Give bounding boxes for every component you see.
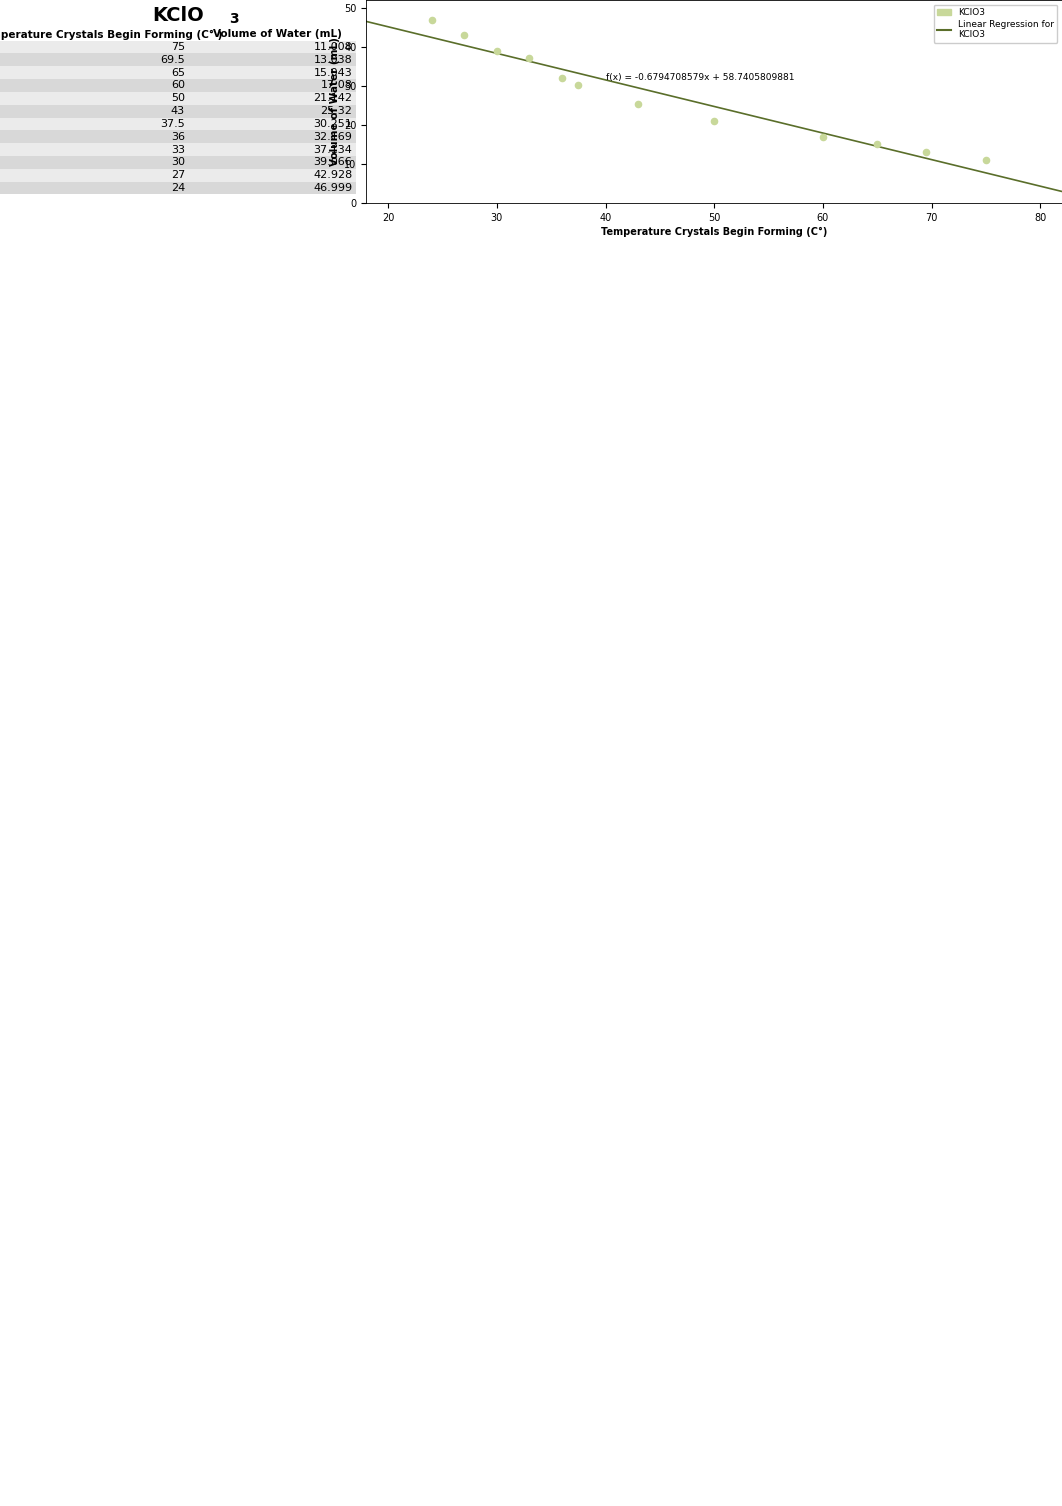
X-axis label: Temperature Crystals Begin Forming (C°): Temperature Crystals Begin Forming (C°)	[601, 227, 827, 238]
Text: Volume of Water (mL): Volume of Water (mL)	[213, 30, 342, 39]
Text: 50: 50	[171, 93, 185, 104]
Linear Regression for
KClO3	[360, 12, 373, 30]
Linear Regression for
KClO3	[1056, 182, 1062, 200]
KClO3	[705, 108, 722, 133]
Linear Regression for
KClO3	[362, 14, 375, 32]
Text: 13.038: 13.038	[313, 54, 353, 65]
Text: 37.5: 37.5	[160, 119, 185, 130]
Text: Temperature Crystals Begin Forming (C° ): Temperature Crystals Begin Forming (C° )	[0, 30, 222, 39]
Text: 75: 75	[171, 42, 185, 53]
Linear Regression for
KClO3	[946, 155, 959, 173]
Y-axis label: Volume of Water (mL): Volume of Water (mL)	[330, 38, 340, 166]
Text: 65: 65	[171, 68, 185, 78]
FancyBboxPatch shape	[0, 92, 356, 105]
Linear Regression for
KClO3	[786, 116, 799, 134]
Linear Regression for
KClO3	[772, 113, 785, 131]
Text: 46.999: 46.999	[313, 182, 353, 193]
FancyBboxPatch shape	[0, 131, 356, 143]
Linear Regression for
KClO3	[991, 167, 1004, 185]
KClO3	[456, 24, 473, 48]
Text: 43: 43	[171, 105, 185, 116]
FancyBboxPatch shape	[0, 182, 356, 194]
KClO3	[553, 65, 570, 89]
Text: 37.134: 37.134	[313, 145, 353, 155]
Text: 21.142: 21.142	[313, 93, 353, 104]
Line: Linear Regression for
KClO3: Linear Regression for KClO3	[366, 21, 1062, 191]
KClO3	[489, 39, 506, 63]
FancyBboxPatch shape	[0, 80, 356, 92]
FancyBboxPatch shape	[0, 54, 356, 66]
Text: 33: 33	[171, 145, 185, 155]
KClO3	[977, 148, 994, 172]
Text: 3: 3	[229, 12, 239, 26]
Text: 36: 36	[171, 131, 185, 142]
FancyBboxPatch shape	[0, 41, 356, 54]
Text: 24: 24	[171, 182, 185, 193]
KClO3	[869, 133, 886, 157]
KClO3	[918, 140, 935, 164]
KClO3	[815, 125, 832, 149]
Text: 17.08: 17.08	[321, 80, 353, 90]
Text: 69.5: 69.5	[160, 54, 185, 65]
FancyBboxPatch shape	[0, 105, 356, 117]
KClO3	[630, 92, 647, 116]
KClO3	[521, 47, 538, 71]
Text: 42.928: 42.928	[313, 170, 353, 181]
FancyBboxPatch shape	[0, 169, 356, 182]
Text: 30: 30	[171, 157, 185, 167]
Text: 60: 60	[171, 80, 185, 90]
Text: 32.169: 32.169	[313, 131, 353, 142]
Text: 39.066: 39.066	[313, 157, 353, 167]
Text: 25.32: 25.32	[321, 105, 353, 116]
FancyBboxPatch shape	[0, 143, 356, 157]
Text: 11.008: 11.008	[313, 42, 353, 53]
FancyBboxPatch shape	[0, 66, 356, 80]
Legend: KClO3, Linear Regression for
KClO3: KClO3, Linear Regression for KClO3	[933, 5, 1058, 42]
KClO3	[423, 8, 440, 32]
Text: 30.251: 30.251	[313, 119, 353, 130]
Text: 27: 27	[171, 170, 185, 181]
Linear Regression for
KClO3	[774, 113, 787, 131]
KClO3	[570, 72, 587, 96]
FancyBboxPatch shape	[0, 157, 356, 169]
Text: 15.043: 15.043	[313, 68, 353, 78]
Text: KClO: KClO	[152, 6, 204, 26]
FancyBboxPatch shape	[0, 117, 356, 131]
Text: f(x) = -0.6794708579x + 58.7405809881: f(x) = -0.6794708579x + 58.7405809881	[605, 74, 794, 83]
